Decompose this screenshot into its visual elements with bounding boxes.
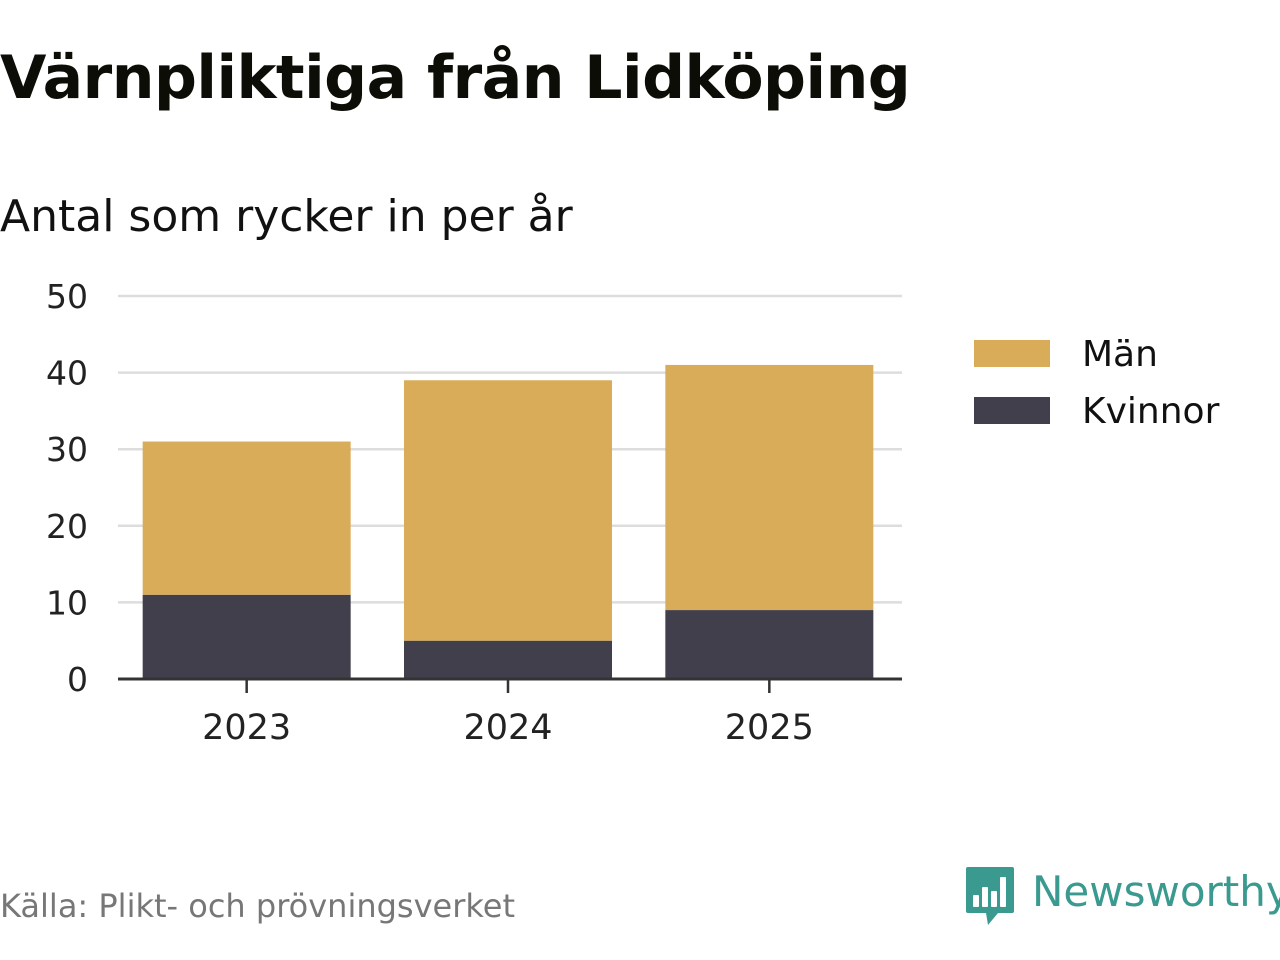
legend-swatch-kvinnor	[974, 397, 1050, 424]
x-tick-label-2025: 2025	[725, 708, 814, 748]
y-tick-label-10: 10	[46, 583, 88, 622]
y-tick-label-0: 0	[67, 660, 88, 699]
bar-2024-kvinnor	[404, 640, 612, 679]
chart-title: Värnpliktiga från Lidköping	[0, 43, 911, 113]
x-tick-label-2024: 2024	[463, 708, 552, 748]
brand-block: Newsworthy	[964, 864, 1280, 928]
y-tick-label-30: 30	[46, 430, 88, 469]
chart-subtitle: Antal som rycker in per år	[0, 191, 573, 242]
bar-2025-kvinnor	[665, 610, 874, 679]
bar-2023-kvinnor	[142, 594, 351, 679]
x-tick-label-2023: 2023	[202, 708, 291, 748]
source-note: Källa: Plikt- och prövningsverket	[0, 887, 515, 925]
legend-swatch-män	[974, 340, 1050, 367]
bar-2025-män	[665, 364, 874, 611]
brand-name: Newsworthy	[1032, 867, 1280, 916]
legend-label-kvinnor: Kvinnor	[1082, 391, 1220, 432]
bar-2024-män	[404, 380, 612, 641]
newsworthy-logo-icon	[966, 867, 1014, 925]
y-tick-label-40: 40	[46, 354, 88, 393]
bar-2023-män	[142, 441, 351, 595]
legend-label-män: Män	[1082, 334, 1158, 375]
y-tick-label-50: 50	[46, 277, 88, 316]
y-tick-label-20: 20	[46, 507, 88, 546]
